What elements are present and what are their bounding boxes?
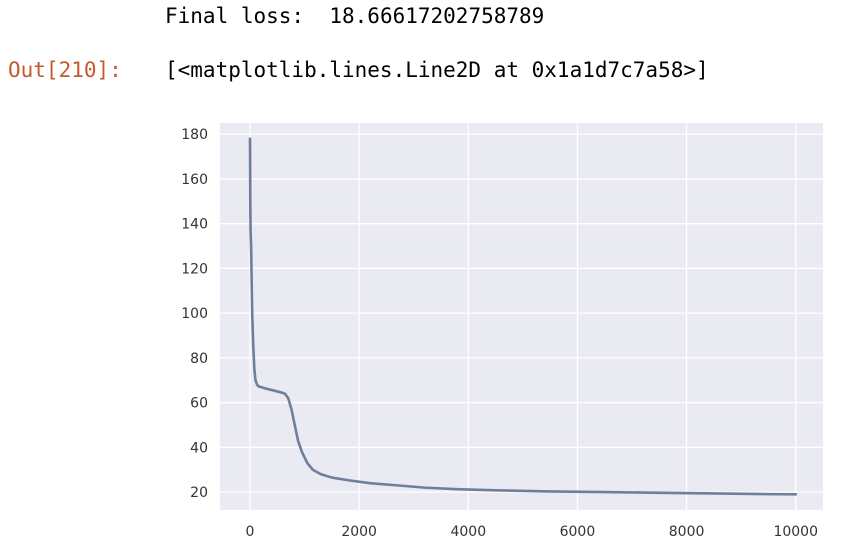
y-tick-label: 60 — [190, 396, 208, 412]
y-tick-label: 120 — [181, 261, 208, 277]
x-tick-label: 4000 — [450, 524, 486, 540]
x-tick-label: 10000 — [773, 524, 818, 540]
axes-background — [220, 123, 823, 510]
y-tick-label: 40 — [190, 440, 208, 456]
x-tick-labels: 0 2000 4000 6000 8000 10000 — [246, 524, 818, 540]
y-tick-label: 160 — [181, 172, 208, 188]
y-tick-labels: 20 40 60 80 100 120 140 160 180 — [181, 127, 208, 501]
stdout-text: Final loss: 18.66617202758789 — [165, 4, 544, 28]
x-tick-label: 8000 — [669, 524, 705, 540]
loss-line — [248, 137, 798, 496]
y-tick-label: 20 — [190, 485, 208, 501]
y-tick-label: 180 — [181, 127, 208, 143]
x-tick-label: 6000 — [560, 524, 596, 540]
output-prompt: Out[210]: — [8, 58, 122, 82]
y-tick-label: 80 — [190, 351, 208, 367]
x-tick-label: 2000 — [341, 524, 377, 540]
output-repr: [<matplotlib.lines.Line2D at 0x1a1d7c7a5… — [165, 58, 709, 82]
x-tick-label: 0 — [246, 524, 255, 540]
final-loss-label: Final loss: — [165, 4, 305, 28]
y-tick-label: 100 — [181, 306, 208, 322]
final-loss-value: 18.66617202758789 — [329, 4, 545, 28]
y-tick-label: 140 — [181, 217, 208, 233]
